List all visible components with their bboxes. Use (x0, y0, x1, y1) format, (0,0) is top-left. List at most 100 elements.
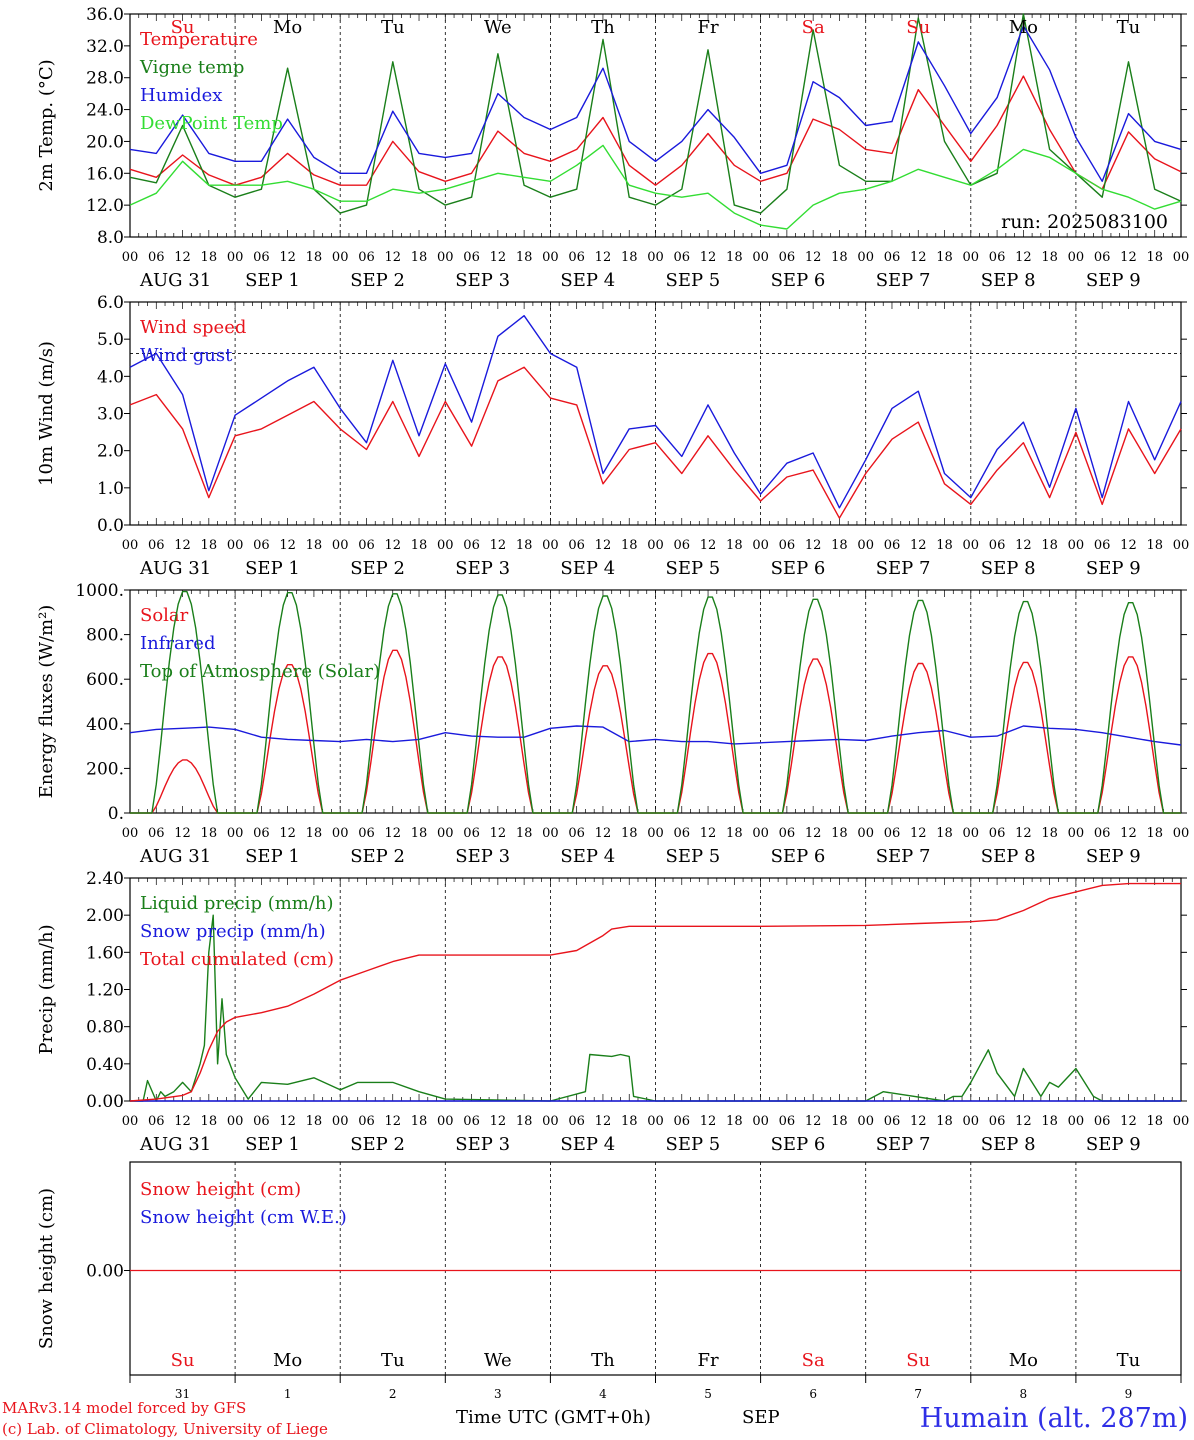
x-date-label: SEP 9 (1086, 1134, 1141, 1155)
x-hour-label: 12 (384, 538, 401, 553)
x-hour-label: 06 (463, 538, 480, 553)
x-hour-label: 00 (647, 250, 664, 265)
x-hour-label: 06 (253, 1114, 270, 1129)
y-tick-label: 32.0 (86, 37, 124, 57)
x-hour-label: 18 (516, 826, 533, 841)
x-hour-label: 12 (805, 826, 822, 841)
x-hour-label: 12 (595, 250, 612, 265)
footer-month: SEP (742, 1407, 780, 1428)
y-axis-label: Precip (mm/h) (36, 924, 57, 1054)
x-hour-label: 12 (700, 250, 717, 265)
series-line (129, 366, 1182, 519)
y-tick-label: 5.0 (97, 330, 124, 350)
x-hour-label: 00 (963, 538, 980, 553)
x-hour-label: 12 (910, 538, 927, 553)
x-hour-label: 18 (201, 250, 218, 265)
weekday-label-top: Tu (1117, 17, 1141, 38)
x-hour-label: 12 (1120, 250, 1137, 265)
temperature-panel: 8.0 12.0 16.0 20.0 24.0 28.0 32.0 36.0 2m Temp. … (36, 5, 1189, 291)
x-date-label: SEP 1 (245, 270, 300, 291)
day-number-label: 6 (809, 1387, 817, 1401)
x-hour-label: 06 (884, 1114, 901, 1129)
y-axis-label: 10m Wind (m/s) (36, 341, 57, 486)
x-hour-label: 12 (279, 250, 296, 265)
x-date-label: SEP 9 (1086, 846, 1141, 867)
x-hour-label: 00 (857, 538, 874, 553)
station-title: Humain (alt. 287m) (920, 1403, 1188, 1434)
x-hour-label: 06 (568, 1114, 585, 1129)
y-tick-label: 0.80 (86, 1018, 124, 1038)
x-hour-label: 06 (568, 538, 585, 553)
x-date-label: SEP 5 (666, 1134, 721, 1155)
x-hour-label: 00 (1173, 826, 1190, 841)
x-hour-label: 18 (201, 538, 218, 553)
weekday-label-top: Mo (1009, 17, 1038, 38)
weekday-label-bottom: Tu (381, 1350, 405, 1371)
x-hour-label: 00 (963, 1114, 980, 1129)
x-hour-label: 00 (752, 538, 769, 553)
plot-frame (129, 301, 1182, 526)
x-hour-label: 12 (910, 1114, 927, 1129)
x-hour-label: 06 (779, 826, 796, 841)
x-date-label: SEP 2 (350, 1134, 405, 1155)
x-hour-label: 06 (568, 250, 585, 265)
x-hour-label: 12 (1015, 250, 1032, 265)
legend-entry: Snow precip (mm/h) (140, 921, 326, 942)
x-hour-label: 12 (384, 826, 401, 841)
x-hour-label: 00 (752, 1114, 769, 1129)
x-date-label: SEP 7 (876, 846, 931, 867)
x-hour-label: 18 (306, 826, 323, 841)
x-hour-label: 18 (621, 538, 638, 553)
x-date-label: SEP 2 (350, 846, 405, 867)
x-hour-label: 00 (1173, 250, 1190, 265)
plot-frame (129, 589, 1182, 814)
x-hour-label: 06 (148, 826, 165, 841)
x-date-label: AUG 31 (139, 846, 211, 867)
x-hour-label: 06 (358, 250, 375, 265)
x-hour-label: 00 (437, 1114, 454, 1129)
x-hour-label: 06 (674, 1114, 691, 1129)
weekday-label-bottom: Sa (802, 1350, 825, 1371)
day-number-label: 2 (389, 1387, 397, 1401)
x-hour-label: 18 (936, 1114, 953, 1129)
x-hour-label: 06 (989, 1114, 1006, 1129)
y-tick-label: 0.00 (86, 1092, 124, 1112)
x-hour-label: 06 (463, 1114, 480, 1129)
x-hour-label: 18 (726, 250, 743, 265)
x-date-label: SEP 8 (981, 1134, 1036, 1155)
x-hour-label: 12 (174, 1114, 191, 1129)
y-tick-label: 0.00 (86, 1262, 124, 1282)
x-hour-label: 18 (306, 1114, 323, 1129)
y-tick-label: 24.0 (86, 101, 124, 121)
x-hour-label: 00 (857, 250, 874, 265)
x-date-label: SEP 9 (1086, 270, 1141, 291)
weekday-label-bottom: Tu (1117, 1350, 1141, 1371)
x-hour-label: 18 (726, 1114, 743, 1129)
x-date-label: SEP 8 (981, 846, 1036, 867)
x-hour-label: 06 (1094, 826, 1111, 841)
legend-entry: Snow height (cm W.E.) (140, 1207, 347, 1228)
day-number-label: 4 (599, 1387, 607, 1401)
x-date-label: SEP 4 (560, 270, 615, 291)
x-hour-label: 12 (490, 1114, 507, 1129)
y-tick-label: 3.0 (97, 405, 124, 425)
x-hour-label: 18 (516, 1114, 533, 1129)
y-tick-label: 4.0 (97, 367, 124, 387)
y-tick-label: 8.0 (97, 228, 124, 248)
x-hour-label: 12 (174, 250, 191, 265)
x-hour-label: 18 (1041, 538, 1058, 553)
x-hour-label: 00 (332, 538, 349, 553)
x-date-label: SEP 6 (771, 270, 826, 291)
y-axis-label: 2m Temp. (°C) (36, 59, 57, 191)
x-hour-label: 00 (752, 250, 769, 265)
x-date-label: SEP 5 (666, 270, 721, 291)
x-hour-label: 00 (963, 826, 980, 841)
x-hour-label: 06 (779, 1114, 796, 1129)
x-hour-label: 12 (384, 250, 401, 265)
day-number-label: 8 (1020, 1387, 1028, 1401)
x-date-label: SEP 5 (666, 558, 721, 579)
weekday-label-bottom: Su (906, 1350, 930, 1371)
x-hour-label: 06 (253, 250, 270, 265)
weekday-label-top: Su (906, 17, 930, 38)
